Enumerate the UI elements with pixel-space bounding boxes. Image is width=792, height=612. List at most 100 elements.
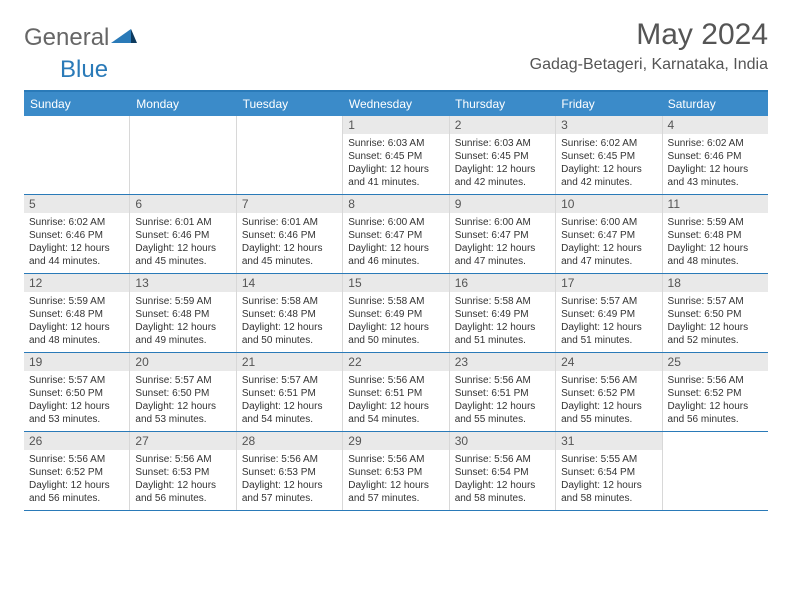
daylight2-line: and 57 minutes.	[242, 492, 337, 505]
daylight1-line: Daylight: 12 hours	[455, 400, 550, 413]
dayhead-tue: Tuesday	[237, 92, 343, 116]
day-cell: 15Sunrise: 5:58 AMSunset: 6:49 PMDayligh…	[343, 274, 449, 352]
daylight2-line: and 55 minutes.	[561, 413, 656, 426]
brand-part2: Blue	[60, 56, 108, 84]
day-body: Sunrise: 6:00 AMSunset: 6:47 PMDaylight:…	[343, 213, 448, 273]
sunrise-line: Sunrise: 5:56 AM	[455, 453, 550, 466]
day-cell: 29Sunrise: 5:56 AMSunset: 6:53 PMDayligh…	[343, 432, 449, 510]
day-body: Sunrise: 5:56 AMSunset: 6:52 PMDaylight:…	[556, 371, 661, 431]
sunrise-line: Sunrise: 6:00 AM	[455, 216, 550, 229]
daylight2-line: and 53 minutes.	[29, 413, 124, 426]
sunset-line: Sunset: 6:48 PM	[668, 229, 763, 242]
sunrise-line: Sunrise: 5:56 AM	[348, 374, 443, 387]
sunset-line: Sunset: 6:54 PM	[455, 466, 550, 479]
sunrise-line: Sunrise: 5:56 AM	[29, 453, 124, 466]
sunrise-line: Sunrise: 5:59 AM	[135, 295, 230, 308]
day-number: 15	[343, 274, 448, 292]
daylight2-line: and 41 minutes.	[348, 176, 443, 189]
sunset-line: Sunset: 6:48 PM	[135, 308, 230, 321]
sunrise-line: Sunrise: 5:56 AM	[668, 374, 763, 387]
day-number: 24	[556, 353, 661, 371]
day-cell: 20Sunrise: 5:57 AMSunset: 6:50 PMDayligh…	[130, 353, 236, 431]
daylight2-line: and 52 minutes.	[668, 334, 763, 347]
day-number: 11	[663, 195, 768, 213]
day-cell: 27Sunrise: 5:56 AMSunset: 6:53 PMDayligh…	[130, 432, 236, 510]
dayhead-sun: Sunday	[24, 92, 130, 116]
sunset-line: Sunset: 6:50 PM	[135, 387, 230, 400]
sunrise-line: Sunrise: 5:56 AM	[135, 453, 230, 466]
daylight2-line: and 51 minutes.	[561, 334, 656, 347]
daylight2-line: and 54 minutes.	[348, 413, 443, 426]
day-body: Sunrise: 5:57 AMSunset: 6:50 PMDaylight:…	[24, 371, 129, 431]
daylight2-line: and 47 minutes.	[561, 255, 656, 268]
sunset-line: Sunset: 6:47 PM	[455, 229, 550, 242]
day-cell: 6Sunrise: 6:01 AMSunset: 6:46 PMDaylight…	[130, 195, 236, 273]
day-number: 12	[24, 274, 129, 292]
daylight1-line: Daylight: 12 hours	[135, 400, 230, 413]
sunrise-line: Sunrise: 6:01 AM	[242, 216, 337, 229]
sunset-line: Sunset: 6:50 PM	[668, 308, 763, 321]
brand-part1: General	[24, 24, 109, 52]
daylight1-line: Daylight: 12 hours	[348, 400, 443, 413]
sunset-line: Sunset: 6:45 PM	[455, 150, 550, 163]
location-label: Gadag-Betageri, Karnataka, India	[530, 56, 768, 74]
day-body: Sunrise: 5:57 AMSunset: 6:51 PMDaylight:…	[237, 371, 342, 431]
daylight1-line: Daylight: 12 hours	[668, 321, 763, 334]
sunset-line: Sunset: 6:53 PM	[348, 466, 443, 479]
day-body: Sunrise: 5:56 AMSunset: 6:53 PMDaylight:…	[343, 450, 448, 510]
day-number: 13	[130, 274, 235, 292]
day-number: 2	[450, 116, 555, 134]
sunset-line: Sunset: 6:50 PM	[29, 387, 124, 400]
sunset-line: Sunset: 6:49 PM	[455, 308, 550, 321]
weeks-container: 1Sunrise: 6:03 AMSunset: 6:45 PMDaylight…	[24, 116, 768, 511]
daylight1-line: Daylight: 12 hours	[455, 479, 550, 492]
daylight1-line: Daylight: 12 hours	[668, 163, 763, 176]
sunset-line: Sunset: 6:51 PM	[455, 387, 550, 400]
day-cell: 19Sunrise: 5:57 AMSunset: 6:50 PMDayligh…	[24, 353, 130, 431]
day-cell	[237, 116, 343, 194]
day-number: 17	[556, 274, 661, 292]
day-cell: 26Sunrise: 5:56 AMSunset: 6:52 PMDayligh…	[24, 432, 130, 510]
sunrise-line: Sunrise: 5:57 AM	[668, 295, 763, 308]
daylight2-line: and 57 minutes.	[348, 492, 443, 505]
day-number: 18	[663, 274, 768, 292]
daylight2-line: and 56 minutes.	[668, 413, 763, 426]
dayhead-sat: Saturday	[662, 92, 768, 116]
sunrise-line: Sunrise: 5:59 AM	[668, 216, 763, 229]
daylight2-line: and 45 minutes.	[135, 255, 230, 268]
week-row: 12Sunrise: 5:59 AMSunset: 6:48 PMDayligh…	[24, 274, 768, 353]
daylight2-line: and 55 minutes.	[455, 413, 550, 426]
day-number: 28	[237, 432, 342, 450]
day-number: 21	[237, 353, 342, 371]
day-cell: 8Sunrise: 6:00 AMSunset: 6:47 PMDaylight…	[343, 195, 449, 273]
daylight2-line: and 54 minutes.	[242, 413, 337, 426]
sunset-line: Sunset: 6:48 PM	[242, 308, 337, 321]
daylight2-line: and 56 minutes.	[135, 492, 230, 505]
day-number: 14	[237, 274, 342, 292]
day-cell: 2Sunrise: 6:03 AMSunset: 6:45 PMDaylight…	[450, 116, 556, 194]
day-body: Sunrise: 5:58 AMSunset: 6:48 PMDaylight:…	[237, 292, 342, 352]
week-row: 1Sunrise: 6:03 AMSunset: 6:45 PMDaylight…	[24, 116, 768, 195]
day-body: Sunrise: 6:00 AMSunset: 6:47 PMDaylight:…	[556, 213, 661, 273]
sunset-line: Sunset: 6:48 PM	[29, 308, 124, 321]
sunrise-line: Sunrise: 5:58 AM	[242, 295, 337, 308]
day-cell	[24, 116, 130, 194]
day-cell	[130, 116, 236, 194]
daylight1-line: Daylight: 12 hours	[455, 321, 550, 334]
day-number: 20	[130, 353, 235, 371]
week-row: 5Sunrise: 6:02 AMSunset: 6:46 PMDaylight…	[24, 195, 768, 274]
day-cell: 5Sunrise: 6:02 AMSunset: 6:46 PMDaylight…	[24, 195, 130, 273]
day-cell: 1Sunrise: 6:03 AMSunset: 6:45 PMDaylight…	[343, 116, 449, 194]
sunrise-line: Sunrise: 5:57 AM	[242, 374, 337, 387]
daylight2-line: and 46 minutes.	[348, 255, 443, 268]
sunrise-line: Sunrise: 5:57 AM	[29, 374, 124, 387]
day-body: Sunrise: 5:56 AMSunset: 6:52 PMDaylight:…	[24, 450, 129, 510]
daylight2-line: and 53 minutes.	[135, 413, 230, 426]
day-body: Sunrise: 6:01 AMSunset: 6:46 PMDaylight:…	[130, 213, 235, 273]
sunrise-line: Sunrise: 5:58 AM	[455, 295, 550, 308]
day-cell: 11Sunrise: 5:59 AMSunset: 6:48 PMDayligh…	[663, 195, 768, 273]
sunrise-line: Sunrise: 6:02 AM	[561, 137, 656, 150]
daylight1-line: Daylight: 12 hours	[455, 242, 550, 255]
daylight1-line: Daylight: 12 hours	[29, 479, 124, 492]
sunset-line: Sunset: 6:46 PM	[668, 150, 763, 163]
